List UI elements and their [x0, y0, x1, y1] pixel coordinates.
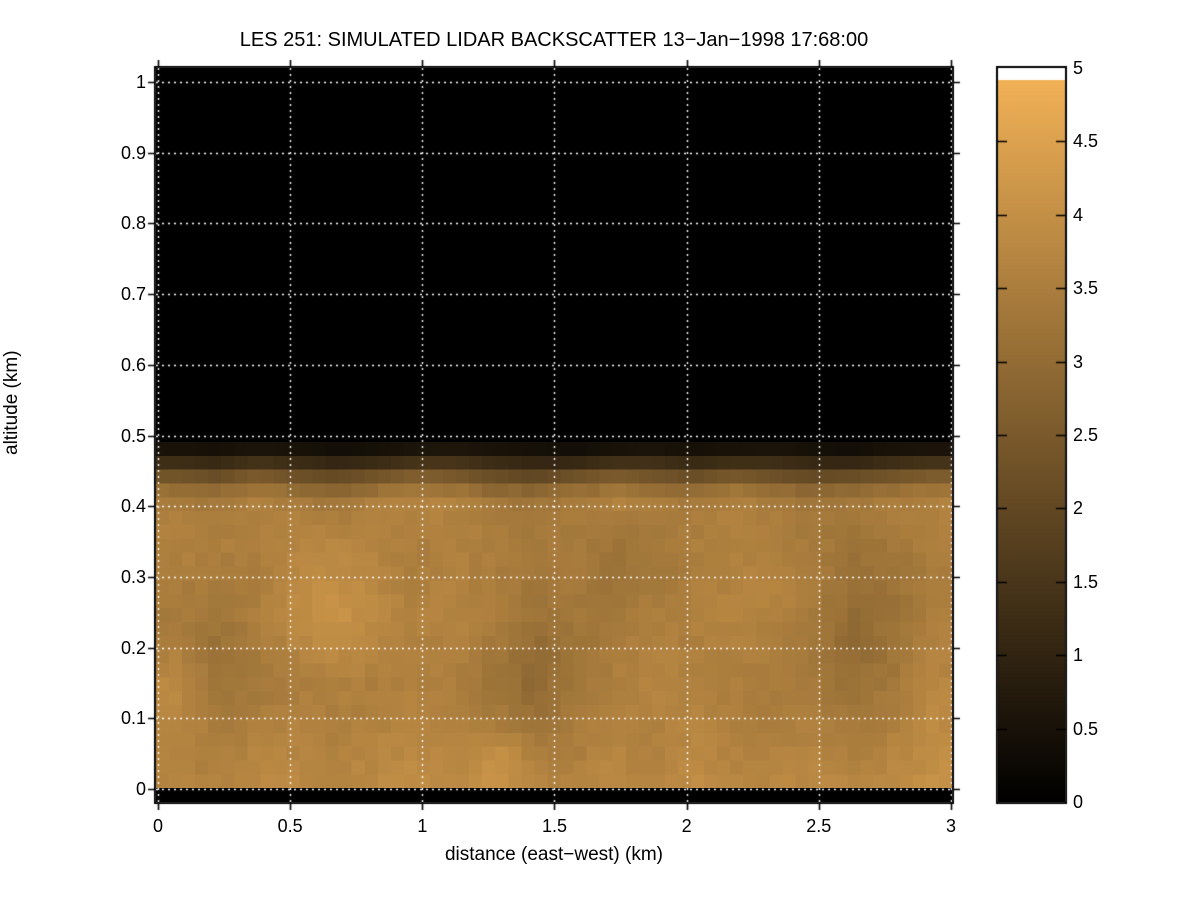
colorbar-tick-label: 2 — [1073, 498, 1084, 519]
y-tick-label: 0.5 — [120, 425, 146, 446]
y-tick-label: 0.3 — [120, 566, 146, 587]
x-tick-label: 2.5 — [806, 816, 832, 836]
colorbar-tick-label: 3 — [1073, 351, 1084, 372]
colorbar-tick-label: 4.5 — [1073, 131, 1099, 152]
y-tick-label: 0.4 — [120, 496, 146, 517]
x-tick-label: 3 — [945, 816, 956, 836]
x-tick-label: 1.5 — [541, 816, 567, 836]
colorbar-tick-label: 3.5 — [1073, 278, 1099, 299]
y-tick-label: 0 — [135, 779, 146, 799]
y-tick-label: 0.7 — [120, 284, 146, 305]
colorbar-tick-label: 0.5 — [1073, 718, 1099, 739]
colorbar-tick-label: 1.5 — [1073, 571, 1099, 592]
y-tick-label: 0.1 — [120, 708, 146, 729]
y-tick-label: 0.8 — [120, 213, 146, 234]
colorbar-tick-label: 5 — [1073, 58, 1084, 78]
x-axis-label: distance (east−west) (km) — [444, 844, 664, 865]
x-tick-label: 0.5 — [277, 816, 303, 836]
y-tick-label: 0.2 — [120, 637, 146, 658]
x-tick-label: 1 — [417, 816, 428, 836]
x-tick-label: 2 — [681, 816, 692, 836]
y-tick-label: 1 — [135, 72, 146, 92]
y-tick-label: 0.6 — [120, 354, 146, 375]
colorbar-tick-label: 1 — [1073, 645, 1084, 666]
colorbar-tick-label: 0 — [1073, 792, 1084, 812]
colorbar-tick-label: 4 — [1073, 204, 1084, 225]
y-tick-label: 0.9 — [120, 142, 146, 163]
colorbar-tick-label: 2.5 — [1073, 425, 1099, 445]
plot-title: LES 251: SIMULATED LIDAR BACKSCATTER 13−… — [239, 29, 869, 51]
x-tick-label: 0 — [152, 816, 163, 836]
